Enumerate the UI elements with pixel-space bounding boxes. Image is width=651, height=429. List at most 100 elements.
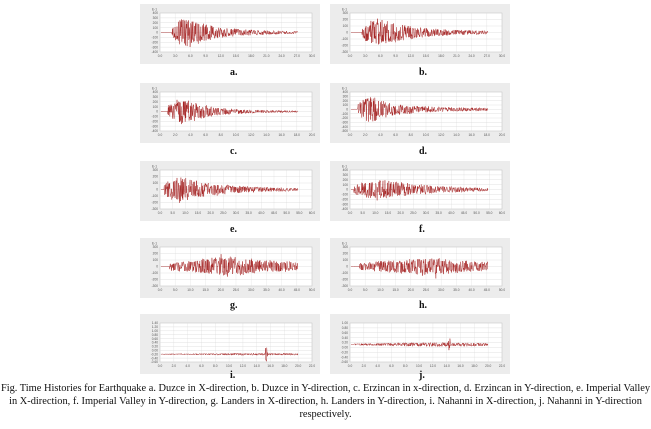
- y-tick-label: -200: [342, 44, 349, 48]
- x-tick-label: 27.0: [484, 54, 490, 58]
- y-tick-label: 1.40: [152, 321, 158, 325]
- x-tick-label: 6.0: [393, 133, 398, 137]
- x-tick-label: 9.0: [393, 54, 398, 58]
- y-tick-label: -100: [342, 37, 349, 41]
- y-tick-label: -200: [152, 119, 159, 123]
- time-history-chart-g: 300 200 100 0 -100 -200 -300 E-1 0.0 5.0 10.0 15.0 2…: [140, 238, 320, 298]
- x-tick-label: 2.0: [363, 133, 368, 137]
- y-tick-label: -300: [342, 284, 349, 288]
- y-tick-label: -100: [342, 112, 349, 116]
- y-tick-label: -300: [152, 45, 159, 49]
- y-tick-label: 100: [343, 103, 349, 107]
- x-tick-label: 35.0: [263, 288, 269, 292]
- x-tick-label: 40.0: [448, 211, 454, 215]
- y-tick-label: 300: [343, 245, 349, 249]
- y-tick-label: 200: [153, 100, 159, 104]
- x-tick-label: 6.0: [199, 364, 204, 368]
- y-tick-label: 0: [346, 265, 348, 269]
- x-tick-label: 0.0: [348, 211, 353, 215]
- panel-label-e: e.: [230, 224, 237, 235]
- time-history-chart-h: 300 200 100 0 -100 -200 -300 E-1 0.0 5.0 10.0 15.0 2…: [330, 238, 510, 298]
- x-tick-label: 45.0: [484, 288, 490, 292]
- y-tick-label: -100: [342, 271, 349, 275]
- x-tick-label: 20.0: [485, 364, 491, 368]
- x-tick-label: 30.0: [248, 288, 254, 292]
- x-tick-label: 10.0: [182, 211, 188, 215]
- x-tick-label: 15.0: [392, 288, 398, 292]
- x-tick-label: 6.0: [389, 364, 394, 368]
- y-tick-label: -400: [152, 50, 159, 54]
- x-tick-label: 20.0: [208, 211, 214, 215]
- x-tick-label: 16.0: [468, 133, 474, 137]
- panel-label-b: b.: [419, 67, 428, 78]
- panel-label-g: g.: [230, 300, 238, 311]
- x-tick-label: 45.0: [271, 211, 277, 215]
- acceleration-trace-d: [350, 96, 488, 122]
- x-tick-label: 18.0: [484, 133, 490, 137]
- x-tick-label: 40.0: [468, 288, 474, 292]
- y-tick-label: -100: [342, 193, 349, 197]
- x-tick-label: 8.0: [213, 364, 218, 368]
- x-tick-label: 15.0: [423, 54, 429, 58]
- y-tick-label: 0.20: [342, 341, 348, 345]
- y-exponent-label: E-1: [342, 165, 347, 169]
- x-tick-label: 5.0: [360, 211, 365, 215]
- x-tick-label: 0.0: [158, 133, 163, 137]
- x-tick-label: 2.0: [362, 364, 367, 368]
- acceleration-trace-e: [160, 177, 299, 204]
- y-exponent-label: E-1: [152, 165, 157, 169]
- x-tick-label: 18.0: [438, 54, 444, 58]
- y-tick-label: -300: [342, 50, 349, 54]
- x-tick-label: 6.0: [378, 54, 383, 58]
- y-tick-label: -0.20: [341, 350, 348, 354]
- y-exponent-label: E-1: [342, 242, 347, 246]
- x-tick-label: 0.0: [158, 211, 163, 215]
- x-tick-label: 45.0: [294, 288, 300, 292]
- x-tick-label: 30.0: [423, 211, 429, 215]
- x-tick-label: 27.0: [294, 54, 300, 58]
- y-tick-label: 0: [346, 188, 348, 192]
- y-tick-label: 0.60: [342, 331, 348, 335]
- x-tick-label: 40.0: [278, 288, 284, 292]
- y-tick-label: 0.40: [342, 336, 348, 340]
- y-tick-label: 0: [156, 188, 158, 192]
- x-tick-label: 15.0: [195, 211, 201, 215]
- y-tick-label: 0.20: [152, 345, 158, 349]
- y-tick-label: 400: [153, 11, 159, 15]
- time-history-chart-i: 1.401.201.000.800.600.400.200.00-0.20-0.…: [140, 314, 320, 374]
- x-tick-label: 20.0: [295, 364, 301, 368]
- y-tick-label: -100: [152, 115, 159, 119]
- x-tick-label: 30.0: [233, 211, 239, 215]
- panel-label-j: j.: [419, 370, 425, 381]
- x-tick-label: 3.0: [363, 54, 368, 58]
- x-tick-label: 4.0: [188, 133, 193, 137]
- x-tick-label: 15.0: [233, 54, 239, 58]
- x-tick-label: 18.0: [281, 364, 287, 368]
- x-tick-label: 15.0: [202, 288, 208, 292]
- y-tick-label: 0: [156, 31, 158, 35]
- x-tick-label: 14.0: [453, 133, 459, 137]
- y-tick-label: -100: [152, 271, 159, 275]
- x-tick-label: 10.0: [233, 133, 239, 137]
- y-tick-label: -300: [342, 202, 349, 206]
- x-tick-label: 60.0: [499, 211, 505, 215]
- y-exponent-label: E-1: [152, 8, 157, 12]
- y-tick-label: -200: [342, 116, 349, 120]
- x-tick-label: 15.0: [385, 211, 391, 215]
- acceleration-trace-h: [350, 257, 489, 279]
- y-tick-label: 200: [153, 21, 159, 25]
- x-tick-label: 12.0: [218, 54, 224, 58]
- panel-label-i: i.: [230, 370, 236, 381]
- x-tick-label: 45.0: [461, 211, 467, 215]
- x-tick-label: 22.0: [499, 364, 505, 368]
- y-exponent-label: E-1: [152, 87, 157, 91]
- x-tick-label: 25.0: [410, 211, 416, 215]
- y-tick-label: -100: [152, 194, 159, 198]
- x-tick-label: 16.0: [267, 364, 273, 368]
- x-tick-label: 55.0: [486, 211, 492, 215]
- y-tick-label: 100: [343, 258, 349, 262]
- y-tick-label: 300: [343, 173, 349, 177]
- y-tick-label: 0: [156, 110, 158, 114]
- acceleration-trace-f: [350, 180, 489, 201]
- y-tick-label: -0.20: [151, 352, 158, 356]
